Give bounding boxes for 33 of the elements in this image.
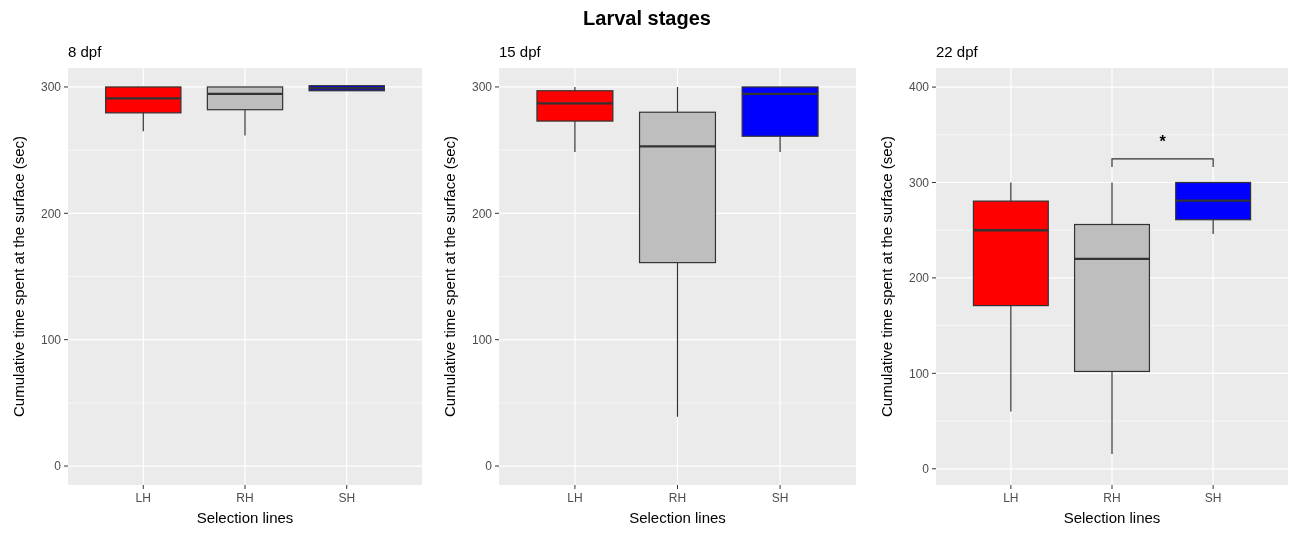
y-axis-title: Cumulative time spent at the surface (sec) (878, 136, 895, 417)
x-tick-label: LH (1003, 491, 1019, 505)
y-axis-title: Cumulative time spent at the surface (sec) (10, 136, 27, 417)
x-axis-title: Selection lines (1063, 509, 1161, 526)
x-axis-title: Selection lines (196, 509, 294, 526)
chart-title: Larval stages (583, 7, 711, 29)
y-tick-label: 100 (908, 366, 930, 381)
y-axis-title: Cumulative time spent at the surface (sec) (441, 136, 458, 417)
y-tick-label: 0 (922, 461, 930, 476)
y-tick-label: 200 (471, 206, 493, 221)
x-tick-label: LH (567, 491, 583, 505)
x-tick-label: RH (668, 491, 687, 505)
x-tick-label: SH (338, 491, 356, 505)
x-axis-title: Selection lines (629, 509, 726, 526)
chart-subtitle: 8 dpf (68, 43, 103, 60)
y-tick-label: 0 (54, 459, 62, 474)
y-tick-label: 300 (471, 80, 493, 95)
chart-subtitle: 22 dpf (936, 43, 979, 60)
x-tick-label: RH (236, 491, 254, 505)
y-tick-label: 200 (908, 271, 930, 286)
y-tick-label: 100 (40, 332, 62, 347)
chart-subtitle: 15 dpf (499, 43, 542, 60)
y-tick-label: 0 (485, 459, 493, 474)
y-tick-label: 300 (908, 175, 930, 190)
y-tick-label: 300 (40, 80, 62, 95)
x-tick-label: LH (135, 491, 151, 505)
x-tick-label: SH (771, 491, 789, 505)
y-tick-label: 200 (40, 206, 62, 221)
annotation: * (1159, 132, 1167, 150)
y-tick-label: 400 (908, 80, 930, 95)
x-tick-label: RH (1103, 491, 1121, 505)
y-tick-label: 100 (471, 332, 493, 347)
x-tick-label: SH (1204, 491, 1222, 505)
